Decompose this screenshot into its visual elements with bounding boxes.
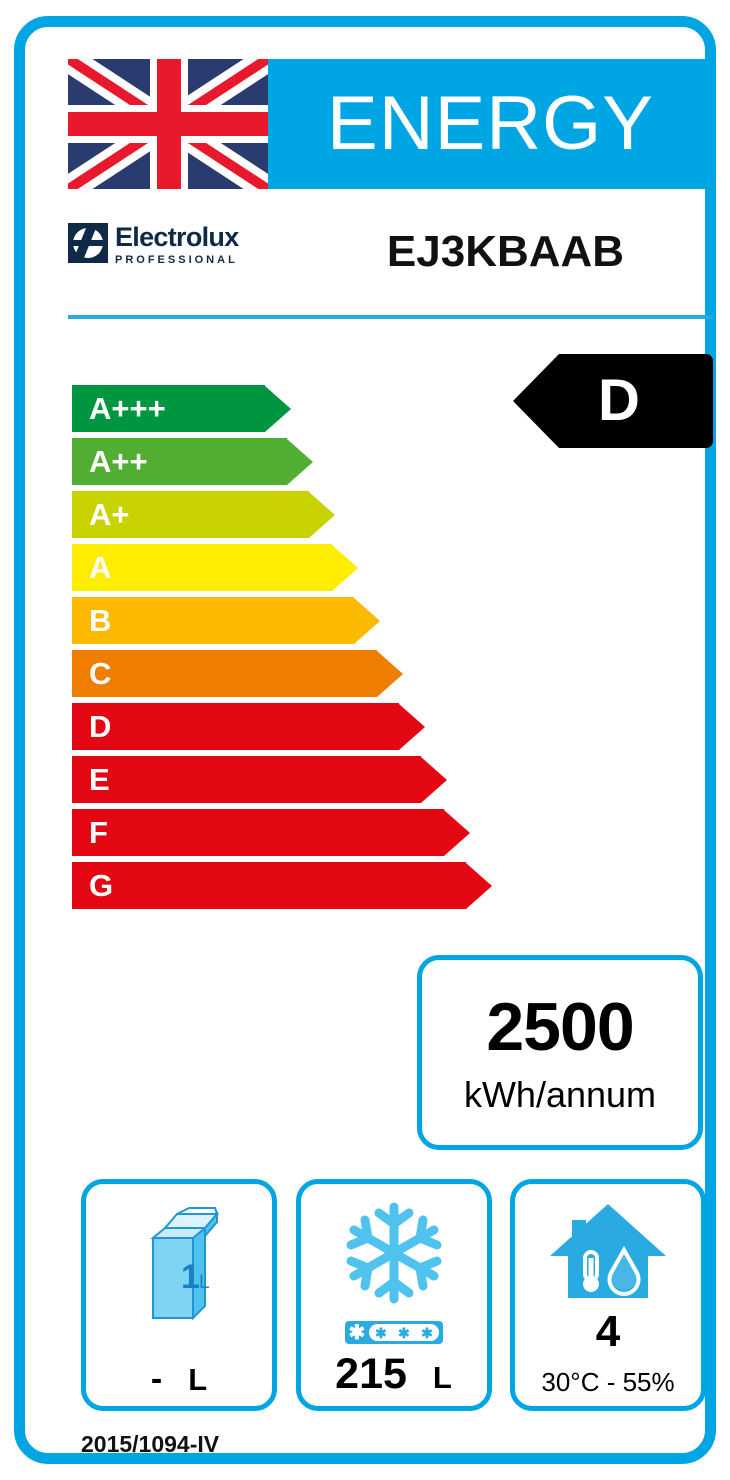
energy-class-row: E [72, 756, 492, 803]
bar-arrow-tip-icon [399, 703, 425, 750]
energy-class-row: A+ [72, 491, 492, 538]
fresh-food-volume-readout: - L [86, 1362, 272, 1396]
energy-class-label: A++ [89, 444, 148, 479]
freezer-volume-box: ✱ ✱ ✱ ✱ 215 L [295, 1179, 492, 1411]
regulation-reference: 2015/1094-IV [81, 1431, 220, 1457]
svg-text:1: 1 [181, 1258, 200, 1296]
house-climate-icon [548, 1198, 668, 1306]
bar-body: D [72, 703, 399, 750]
energy-title: ENERGY [327, 81, 654, 166]
bar-arrow-tip-icon [287, 438, 313, 485]
energy-class-row: C [72, 650, 492, 697]
star-icon: ✱ [421, 1324, 433, 1341]
fresh-food-volume-unit: L [188, 1362, 208, 1397]
energy-class-label: G [89, 868, 114, 903]
climate-class-box: 4 30°C - 55% [510, 1179, 706, 1411]
bar-body: A [72, 544, 332, 591]
climate-class-range: 30°C - 55% [541, 1367, 675, 1397]
energy-class-label: A+++ [89, 391, 166, 426]
energy-class-row: B [72, 597, 492, 644]
star-icon: ✱ [374, 1324, 387, 1341]
fresh-food-volume-value: - [150, 1360, 163, 1398]
energy-class-row: A+++ [72, 385, 492, 432]
bar-arrow-tip-icon [377, 650, 403, 697]
brand-subtitle: PROFESSIONAL [115, 254, 238, 266]
energy-class-label: A [89, 550, 112, 585]
bar-arrow-tip-icon [466, 862, 492, 909]
energy-class-label: A+ [89, 497, 130, 532]
star-icon: ✱ [348, 1321, 366, 1344]
freezer-volume-readout: 215 L [301, 1353, 487, 1396]
header-divider [68, 315, 713, 319]
bar-arrow-tip-icon [309, 491, 335, 538]
energy-class-label: E [89, 762, 110, 797]
energy-class-bar-B: B [72, 597, 380, 644]
grade-arrow-body: D [559, 354, 713, 448]
energy-class-bar-Aplus: A+ [72, 491, 335, 538]
bar-body: A+++ [72, 385, 265, 432]
energy-class-bar-A: A [72, 544, 358, 591]
svg-text:L: L [199, 1272, 210, 1293]
energy-class-row: F [72, 809, 492, 856]
bar-arrow-tip-icon [332, 544, 358, 591]
energy-class-bar-Aplusplusplus: A+++ [72, 385, 291, 432]
freezer-star-rating-badge: ✱ ✱ ✱ ✱ [344, 1321, 443, 1344]
energy-class-bar-Aplusplus: A++ [72, 438, 313, 485]
star-icon: ✱ [398, 1324, 410, 1341]
selected-grade-letter: D [598, 368, 640, 433]
bar-body: F [72, 809, 444, 856]
logo-text: Electrolux PROFESSIONAL [115, 223, 239, 266]
energy-class-bar-D: D [72, 703, 425, 750]
star-pill: ✱ ✱ ✱ [369, 1324, 439, 1341]
label-inner: ENERGY Electrolux PROFESSIONAL EJ3KBAAB [55, 59, 725, 1479]
energy-class-row: A++ [72, 438, 492, 485]
energy-class-label: D [89, 709, 112, 744]
united-kingdom-flag-icon [68, 59, 268, 189]
energy-class-label: B [89, 603, 112, 638]
snowflake-icon [339, 1198, 449, 1308]
energy-class-row: D [72, 703, 492, 750]
energy-class-bar-F: F [72, 809, 470, 856]
bar-arrow-tip-icon [444, 809, 470, 856]
electrolux-logo: Electrolux PROFESSIONAL [68, 223, 239, 266]
consumption-unit: kWh/annum [463, 1073, 657, 1115]
bar-body: A+ [72, 491, 309, 538]
consumption-value: 2500 [486, 988, 634, 1065]
brand-name: Electrolux [115, 222, 239, 252]
brand-row: Electrolux PROFESSIONAL EJ3KBAAB [68, 211, 713, 307]
fresh-food-volume-box: 1 L - L [81, 1179, 277, 1411]
feature-boxes: 1 L - L [81, 1179, 706, 1411]
freezer-volume-unit: L [432, 1360, 452, 1395]
electrolux-mark-icon [68, 223, 108, 263]
bar-arrow-tip-icon [265, 385, 291, 432]
energy-class-label: F [89, 815, 108, 850]
label-frame: ENERGY Electrolux PROFESSIONAL EJ3KBAAB [14, 16, 716, 1464]
annual-consumption-box: 2500 kWh/annum [417, 955, 703, 1150]
grade-arrow-tip-icon [513, 354, 559, 448]
energy-class-bar-C: C [72, 650, 403, 697]
bar-body: G [72, 862, 466, 909]
selected-grade-badge: D [513, 354, 713, 448]
freezer-volume-value: 215 [335, 1350, 407, 1398]
energy-banner: ENERGY [268, 59, 713, 189]
bar-arrow-tip-icon [421, 756, 447, 803]
energy-class-row: G [72, 862, 492, 909]
bar-body: C [72, 650, 377, 697]
energy-class-bar-E: E [72, 756, 447, 803]
bar-body: B [72, 597, 354, 644]
bar-arrow-tip-icon [354, 597, 380, 644]
climate-class-value: 4 [595, 1307, 621, 1356]
energy-class-label: C [89, 656, 112, 691]
bar-body: E [72, 756, 421, 803]
energy-class-bar-G: G [72, 862, 492, 909]
energy-class-scale: A+++ A++ A+ A B C D E F G [72, 385, 492, 915]
bar-body: A++ [72, 438, 287, 485]
energy-class-row: A [72, 544, 492, 591]
milk-carton-icon: 1 L [131, 1202, 227, 1326]
label-header: ENERGY [68, 59, 713, 189]
model-number: EJ3KBAAB [386, 227, 625, 276]
